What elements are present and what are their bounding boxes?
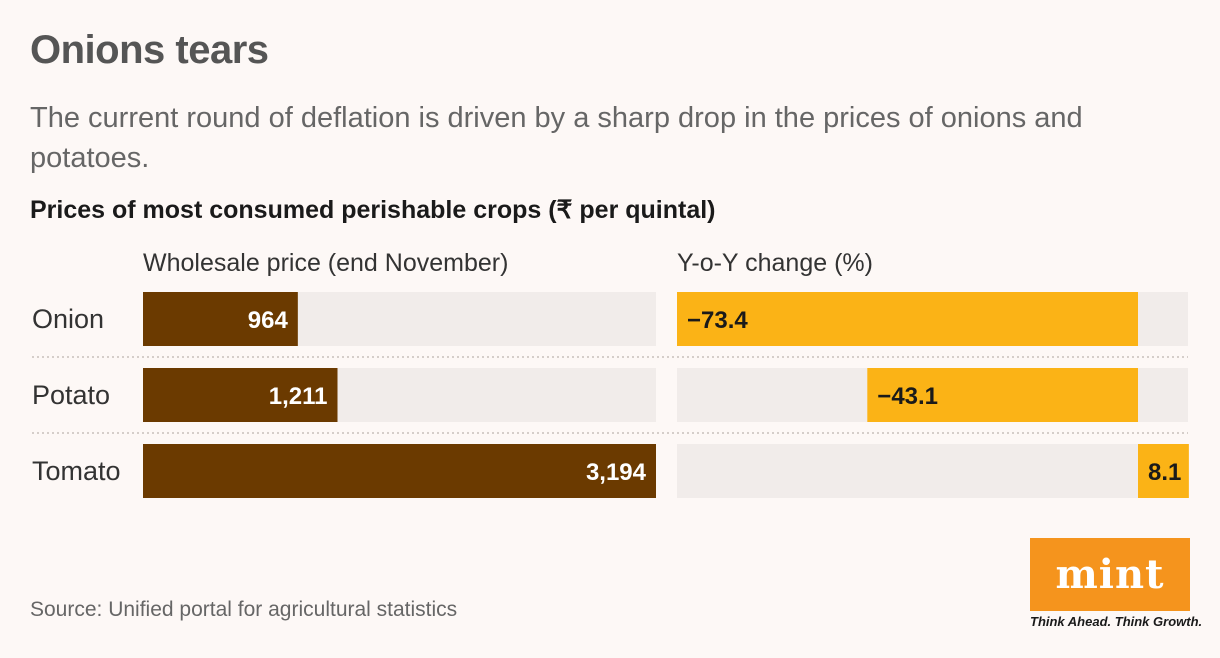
yoy-value-label-tomato: 8.1 <box>1148 459 1181 486</box>
logo-tagline: Think Ahead. Think Growth. <box>1030 614 1203 629</box>
category-label-tomato: Tomato <box>32 456 121 486</box>
yoy-column-header: Y-o-Y change (%) <box>677 249 873 277</box>
wholesale-value-label-tomato: 3,194 <box>586 459 647 486</box>
yoy-bar-tomato <box>1138 444 1189 498</box>
chart-title: Onions tears <box>30 28 269 72</box>
category-label-potato: Potato <box>32 380 110 410</box>
wholesale-bar-tomato <box>143 444 656 498</box>
yoy-value-label-potato: −43.1 <box>877 383 938 410</box>
wholesale-value-label-potato: 1,211 <box>269 383 328 410</box>
yoy-bar-potato <box>867 368 1138 422</box>
wholesale-bar-potato <box>143 368 338 422</box>
source-note: Source: Unified portal for agricultural … <box>30 598 458 621</box>
chart-subtitle: The current round of deflation is driven… <box>30 102 1083 174</box>
wholesale-value-label-onion: 964 <box>248 307 289 334</box>
logo-wordmark: mint <box>1055 551 1165 598</box>
yoy-value-label-onion: −73.4 <box>687 307 748 334</box>
yoy-bar-onion <box>677 292 1138 346</box>
category-label-onion: Onion <box>32 304 104 334</box>
yoy-track-tomato <box>677 444 1188 498</box>
wholesale-bar-onion <box>143 292 298 346</box>
wholesale-column-header: Wholesale price (end November) <box>143 249 509 277</box>
mint-logo: mint <box>1030 538 1190 611</box>
chart-heading: Prices of most consumed perishable crops… <box>30 196 716 224</box>
